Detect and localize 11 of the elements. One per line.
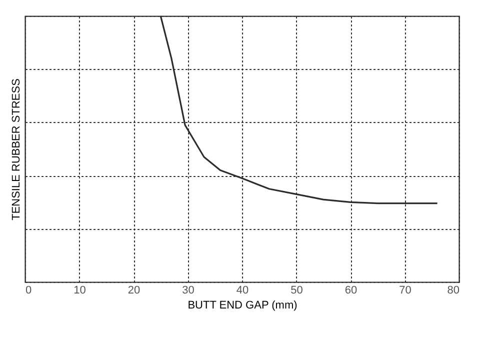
x-axis-title: BUTT END GAP (mm) [188, 300, 298, 312]
x-tick-label: 80 [447, 284, 460, 296]
x-tick-label: 70 [399, 284, 412, 296]
x-tick-label: 50 [290, 284, 303, 296]
x-tick-label: 0 [26, 284, 32, 296]
x-tick-label: 20 [128, 284, 140, 296]
y-axis-title: TENSILE RUBBER STRESS [10, 78, 22, 220]
x-tick-label: 60 [344, 284, 358, 296]
x-tick-label: 10 [74, 284, 86, 296]
x-tick-label: 30 [182, 284, 194, 296]
x-tick-label: 40 [236, 284, 249, 296]
